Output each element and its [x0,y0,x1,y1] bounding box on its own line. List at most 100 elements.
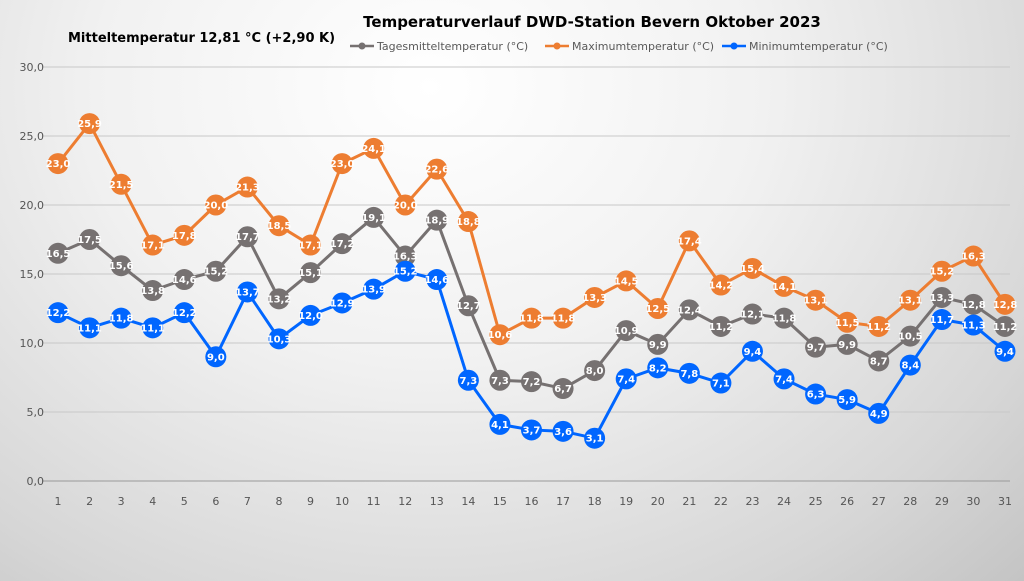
x-tick-label: 25 [809,495,823,508]
data-point [489,413,511,435]
data-point [521,371,542,393]
data-label: 8,4 [901,361,919,372]
x-tick-label: 9 [307,495,314,508]
data-label: 12,8 [993,300,1018,311]
x-tick-label: 23 [745,495,759,508]
data-label: 8,2 [649,363,667,374]
data-label: 13,7 [235,287,260,298]
x-tick-label: 3 [118,495,125,508]
legend: Tagesmitteltemperatur (°C) Maximumtempera… [350,40,888,53]
data-point [994,293,1016,315]
x-tick-label: 30 [966,495,980,508]
data-label: 25,9 [77,119,102,130]
x-tick-label: 16 [525,495,539,508]
data-point [552,307,574,329]
data-label: 3,6 [554,427,572,438]
series-line [57,269,1006,440]
data-point [426,209,448,231]
data-label: 11,3 [961,321,986,332]
chart-title: Temperaturverlauf DWD-Station Bevern Okt… [363,13,821,31]
data-label: 13,2 [267,294,292,305]
y-tick-label: 25,0 [20,130,45,143]
data-point [710,315,732,337]
data-label: 11,8 [772,314,797,325]
data-label: 18,5 [267,221,292,232]
legend-marker [553,42,561,50]
data-point [741,340,763,362]
data-point [79,113,101,135]
data-point [773,307,795,329]
data-point [142,280,164,302]
data-label: 11,2 [709,322,734,333]
data-point [962,293,984,315]
data-label: 3,7 [523,425,541,436]
data-label: 20,0 [203,201,228,212]
data-point [47,242,69,264]
data-point [678,230,700,252]
x-tick-label: 24 [777,495,791,508]
data-point [647,357,669,379]
data-point [584,360,606,382]
data-label: 11,8 [109,314,134,325]
series-line [56,120,1007,337]
x-tick-label: 31 [998,495,1012,508]
data-label: 15,4 [740,264,765,275]
data-point [805,289,827,311]
data-point [489,324,511,346]
data-label: 16,5 [46,249,71,260]
data-point [47,302,69,324]
x-tick-label: 6 [212,495,219,508]
data-point [584,427,606,449]
x-tick-label: 8 [275,495,282,508]
data-point [173,302,195,324]
data-point [426,158,448,180]
data-point [110,173,132,195]
data-point [836,311,858,333]
data-point [426,269,448,291]
x-tick-label: 29 [935,495,949,508]
data-point [994,340,1016,362]
data-point [142,234,164,256]
data-label: 6,3 [807,390,825,401]
data-point [236,176,258,198]
x-tick-label: 20 [651,495,665,508]
data-point [268,215,290,237]
data-point [457,369,479,391]
data-label: 23,0 [330,159,355,170]
data-point [521,419,542,441]
data-label: 13,9 [361,285,386,296]
data-point [79,229,101,250]
series-line [57,215,1006,391]
data-point [552,420,574,442]
data-label: 12,2 [46,308,71,319]
data-point [899,289,921,311]
data-label: 10,3 [267,334,292,345]
data-point [268,288,290,310]
data-label: 15,2 [203,267,228,278]
data-label: 9,0 [207,352,225,363]
data-label: 11,1 [77,323,102,334]
data-label: 6,7 [554,384,572,395]
data-point [79,317,101,339]
x-tick-label: 28 [903,495,917,508]
data-label: 9,4 [996,347,1014,358]
data-point [142,317,164,339]
data-label: 12,0 [298,311,323,322]
data-label: 13,3 [930,293,955,304]
data-label: 17,1 [140,241,165,252]
data-label: 12,5 [645,304,670,315]
data-point [741,303,763,325]
data-label: 9,9 [649,340,667,351]
data-label: 16,3 [961,252,986,263]
data-label: 10,6 [488,330,513,341]
data-label: 11,2 [993,322,1018,333]
data-point [805,336,827,358]
data-point [394,260,416,282]
x-tick-label: 5 [181,495,188,508]
data-label: 22,6 [424,165,449,176]
data-point [205,260,227,282]
data-point [962,314,984,336]
data-label: 23,0 [46,159,71,170]
data-point [173,269,195,291]
